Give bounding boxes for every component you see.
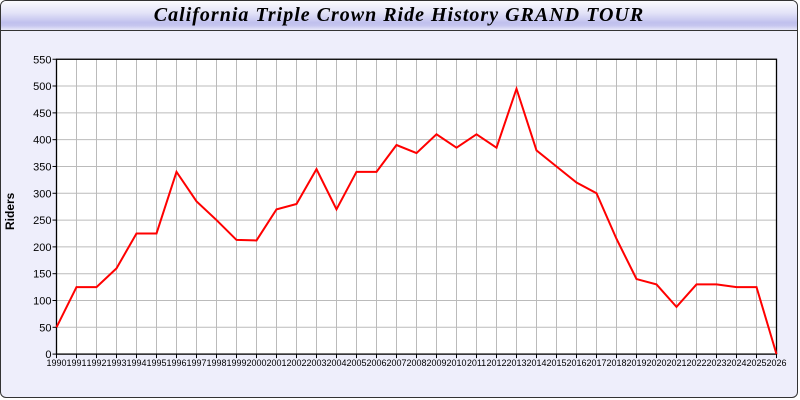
- svg-text:2019: 2019: [626, 358, 646, 368]
- svg-text:2025: 2025: [746, 358, 766, 368]
- svg-text:200: 200: [33, 242, 51, 254]
- svg-text:2004: 2004: [326, 358, 346, 368]
- svg-text:2008: 2008: [406, 358, 426, 368]
- svg-text:1991: 1991: [66, 358, 86, 368]
- svg-text:2022: 2022: [686, 358, 706, 368]
- svg-text:350: 350: [33, 161, 51, 173]
- svg-text:2016: 2016: [566, 358, 586, 368]
- svg-text:2009: 2009: [426, 358, 446, 368]
- svg-text:150: 150: [33, 269, 51, 281]
- svg-text:2018: 2018: [606, 358, 626, 368]
- svg-text:400: 400: [33, 135, 51, 147]
- svg-text:2001: 2001: [266, 358, 286, 368]
- svg-text:1998: 1998: [206, 358, 226, 368]
- svg-text:2014: 2014: [526, 358, 546, 368]
- svg-text:2003: 2003: [306, 358, 326, 368]
- svg-text:2012: 2012: [486, 358, 506, 368]
- svg-text:1990: 1990: [46, 358, 66, 368]
- svg-text:2021: 2021: [666, 358, 686, 368]
- svg-text:1994: 1994: [126, 358, 146, 368]
- svg-text:1993: 1993: [106, 358, 126, 368]
- svg-text:1995: 1995: [146, 358, 166, 368]
- svg-text:300: 300: [33, 188, 51, 200]
- svg-text:1996: 1996: [166, 358, 186, 368]
- svg-text:2002: 2002: [286, 358, 306, 368]
- svg-text:2023: 2023: [706, 358, 726, 368]
- svg-text:2020: 2020: [646, 358, 666, 368]
- svg-text:2024: 2024: [726, 358, 746, 368]
- svg-text:2015: 2015: [546, 358, 566, 368]
- svg-text:2000: 2000: [246, 358, 266, 368]
- svg-text:250: 250: [33, 215, 51, 227]
- svg-text:1992: 1992: [86, 358, 106, 368]
- svg-text:2007: 2007: [386, 358, 406, 368]
- svg-text:2011: 2011: [467, 358, 486, 368]
- svg-text:450: 450: [33, 108, 51, 120]
- svg-text:1997: 1997: [186, 358, 206, 368]
- svg-text:2005: 2005: [346, 358, 366, 368]
- svg-text:2006: 2006: [366, 358, 386, 368]
- svg-text:2017: 2017: [586, 358, 606, 368]
- svg-text:50: 50: [39, 322, 51, 334]
- svg-text:2026: 2026: [766, 358, 786, 368]
- svg-text:100: 100: [33, 295, 51, 307]
- svg-text:550: 550: [33, 54, 51, 66]
- svg-text:1999: 1999: [226, 358, 246, 368]
- svg-text:2010: 2010: [446, 358, 466, 368]
- svg-text:2013: 2013: [506, 358, 526, 368]
- svg-text:500: 500: [33, 81, 51, 93]
